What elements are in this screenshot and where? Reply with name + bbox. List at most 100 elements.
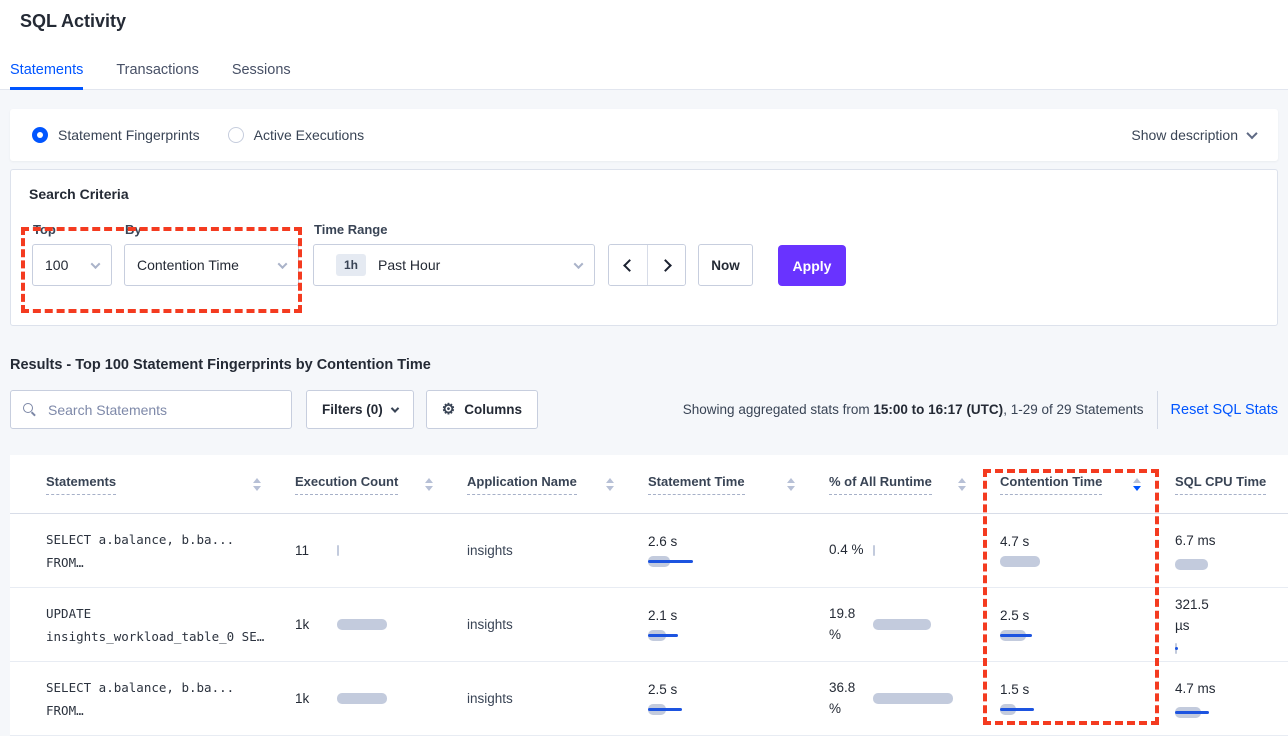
top-select[interactable]: 100 (32, 244, 112, 286)
sort-icon[interactable] (606, 477, 614, 491)
view-toggle-strip: Statement Fingerprints Active Executions… (10, 109, 1278, 161)
chevron-down-icon (1246, 127, 1258, 140)
reset-sql-stats-link[interactable]: Reset SQL Stats (1170, 401, 1278, 418)
time-range-value: Past Hour (378, 257, 441, 273)
show-description-toggle[interactable]: Show description (1131, 127, 1258, 143)
statement-time-bar (648, 556, 758, 567)
chevron-down-icon (390, 403, 400, 413)
application-name-cell: insights (467, 543, 513, 558)
time-range-badge: 1h (336, 254, 367, 276)
statement-time-cell: 2.6 s (648, 534, 829, 567)
contention-time-bar (1000, 704, 1110, 715)
column-header-statements[interactable]: Statements (46, 474, 295, 495)
tab-transactions[interactable]: Transactions (116, 62, 199, 78)
application-name-cell: insights (467, 691, 513, 706)
tab-statements[interactable]: Statements (10, 62, 84, 90)
search-icon (22, 402, 37, 417)
radio-label: Active Executions (253, 127, 365, 143)
time-nav-group (608, 244, 686, 286)
sql-cpu-time-cell: 321.5 µs (1175, 595, 1288, 655)
sql-cpu-time-bar (1175, 643, 1285, 655)
tab-sessions[interactable]: Sessions (231, 62, 291, 78)
execution-count-bar (337, 619, 427, 630)
sql-cpu-time-bar (1175, 706, 1285, 718)
top-bar: SQL Activity Statements Transactions Ses… (0, 0, 1288, 90)
statement-time-cell: 2.1 s (648, 608, 829, 641)
sort-icon[interactable] (787, 477, 795, 491)
table-header-row: Statements Execution Count Application N… (10, 455, 1288, 514)
pct-runtime-cell: 0.4 % (829, 540, 1000, 561)
now-button[interactable]: Now (698, 244, 753, 286)
column-header-execution-count[interactable]: Execution Count (295, 474, 467, 495)
show-description-label: Show description (1131, 127, 1238, 143)
by-field-label: By (125, 222, 142, 237)
statement-cell[interactable]: UPDATE insights_workload_table_0 SE… (46, 605, 265, 644)
statement-cell[interactable]: SELECT a.balance, b.ba... FROM… (46, 531, 235, 570)
top-select-value: 100 (45, 257, 69, 273)
radio-selected-icon (32, 127, 48, 143)
pct-runtime-bar (873, 619, 958, 630)
pct-runtime-bar (873, 693, 958, 704)
column-header-contention-time[interactable]: Contention Time (1000, 474, 1175, 495)
statement-time-cell: 2.5 s (648, 682, 829, 715)
sql-cpu-time-bar (1175, 558, 1285, 570)
statement-time-bar (648, 630, 758, 641)
sort-icon[interactable] (253, 477, 261, 491)
contention-time-bar (1000, 630, 1110, 641)
by-select[interactable]: Contention Time (124, 244, 299, 286)
execution-count-bar (337, 693, 427, 704)
radio-statement-fingerprints[interactable]: Statement Fingerprints (32, 127, 200, 143)
column-header-application-name[interactable]: Application Name (467, 474, 648, 495)
by-field: By Contention Time (124, 222, 299, 286)
filters-button[interactable]: Filters (0) (306, 390, 414, 429)
time-range-select[interactable]: 1h Past Hour (313, 244, 595, 286)
stats-time-window: 15:00 to 16:17 (UTC) (873, 402, 1004, 417)
pct-runtime-bar (873, 544, 958, 556)
columns-button[interactable]: ⚙ Columns (425, 390, 538, 429)
pct-runtime-cell: 19.8 % (829, 604, 1000, 646)
time-range-field: Time Range 1h Past Hour (313, 222, 595, 286)
execution-count-cell: 11 (295, 543, 467, 558)
contention-time-cell: 1.5 s (1000, 682, 1175, 715)
time-next-button[interactable] (647, 245, 685, 285)
sort-icon-active-desc[interactable] (1133, 477, 1141, 491)
radio-unselected-icon (227, 127, 244, 143)
aggregated-stats-note: Showing aggregated stats from 15:00 to 1… (682, 402, 1144, 417)
gear-icon: ⚙ (441, 401, 456, 418)
by-select-value: Contention Time (137, 257, 239, 273)
top-field: Top 100 (32, 222, 112, 286)
chevron-right-icon (658, 258, 672, 272)
chevron-down-icon (277, 258, 288, 269)
execution-count-cell: 1k (295, 691, 467, 706)
contention-time-bar (1000, 556, 1110, 567)
table-row: UPDATE insights_workload_table_0 SE… 1k … (10, 588, 1288, 662)
sql-cpu-time-cell: 6.7 ms (1175, 531, 1288, 570)
chevron-down-icon (573, 258, 584, 269)
search-criteria-row: Top 100 By Contention Time Time Range 1h… (29, 222, 1259, 286)
toolbar-divider (1156, 390, 1158, 429)
time-range-label: Time Range (314, 222, 388, 237)
statements-table: Statements Execution Count Application N… (10, 455, 1288, 736)
pct-runtime-cell: 36.8 % (829, 678, 1000, 720)
results-toolbar: Filters (0) ⚙ Columns Showing aggregated… (10, 390, 1278, 429)
column-header-statement-time[interactable]: Statement Time (648, 474, 829, 495)
sort-icon[interactable] (425, 477, 433, 491)
chevron-down-icon (90, 258, 101, 269)
column-header-sql-cpu-time[interactable]: SQL CPU Time (1175, 474, 1288, 495)
statement-time-bar (648, 704, 758, 715)
time-prev-button[interactable] (609, 245, 647, 285)
top-field-label: Top (33, 222, 56, 237)
search-criteria-title: Search Criteria (29, 186, 129, 202)
statement-cell[interactable]: SELECT a.balance, b.ba... FROM… (46, 679, 235, 718)
search-statements-input[interactable] (46, 400, 280, 419)
radio-label: Statement Fingerprints (58, 127, 200, 143)
application-name-cell: insights (467, 617, 513, 632)
filters-button-label: Filters (0) (322, 402, 383, 417)
sort-icon[interactable] (958, 477, 966, 491)
search-statements-box (10, 390, 292, 429)
table-row: SELECT a.balance, b.ba... FROM… 1k insig… (10, 662, 1288, 736)
column-header-pct-all-runtime[interactable]: % of All Runtime (829, 474, 1000, 495)
radio-active-executions[interactable]: Active Executions (227, 127, 365, 143)
apply-button[interactable]: Apply (778, 245, 846, 286)
columns-button-label: Columns (464, 402, 522, 417)
